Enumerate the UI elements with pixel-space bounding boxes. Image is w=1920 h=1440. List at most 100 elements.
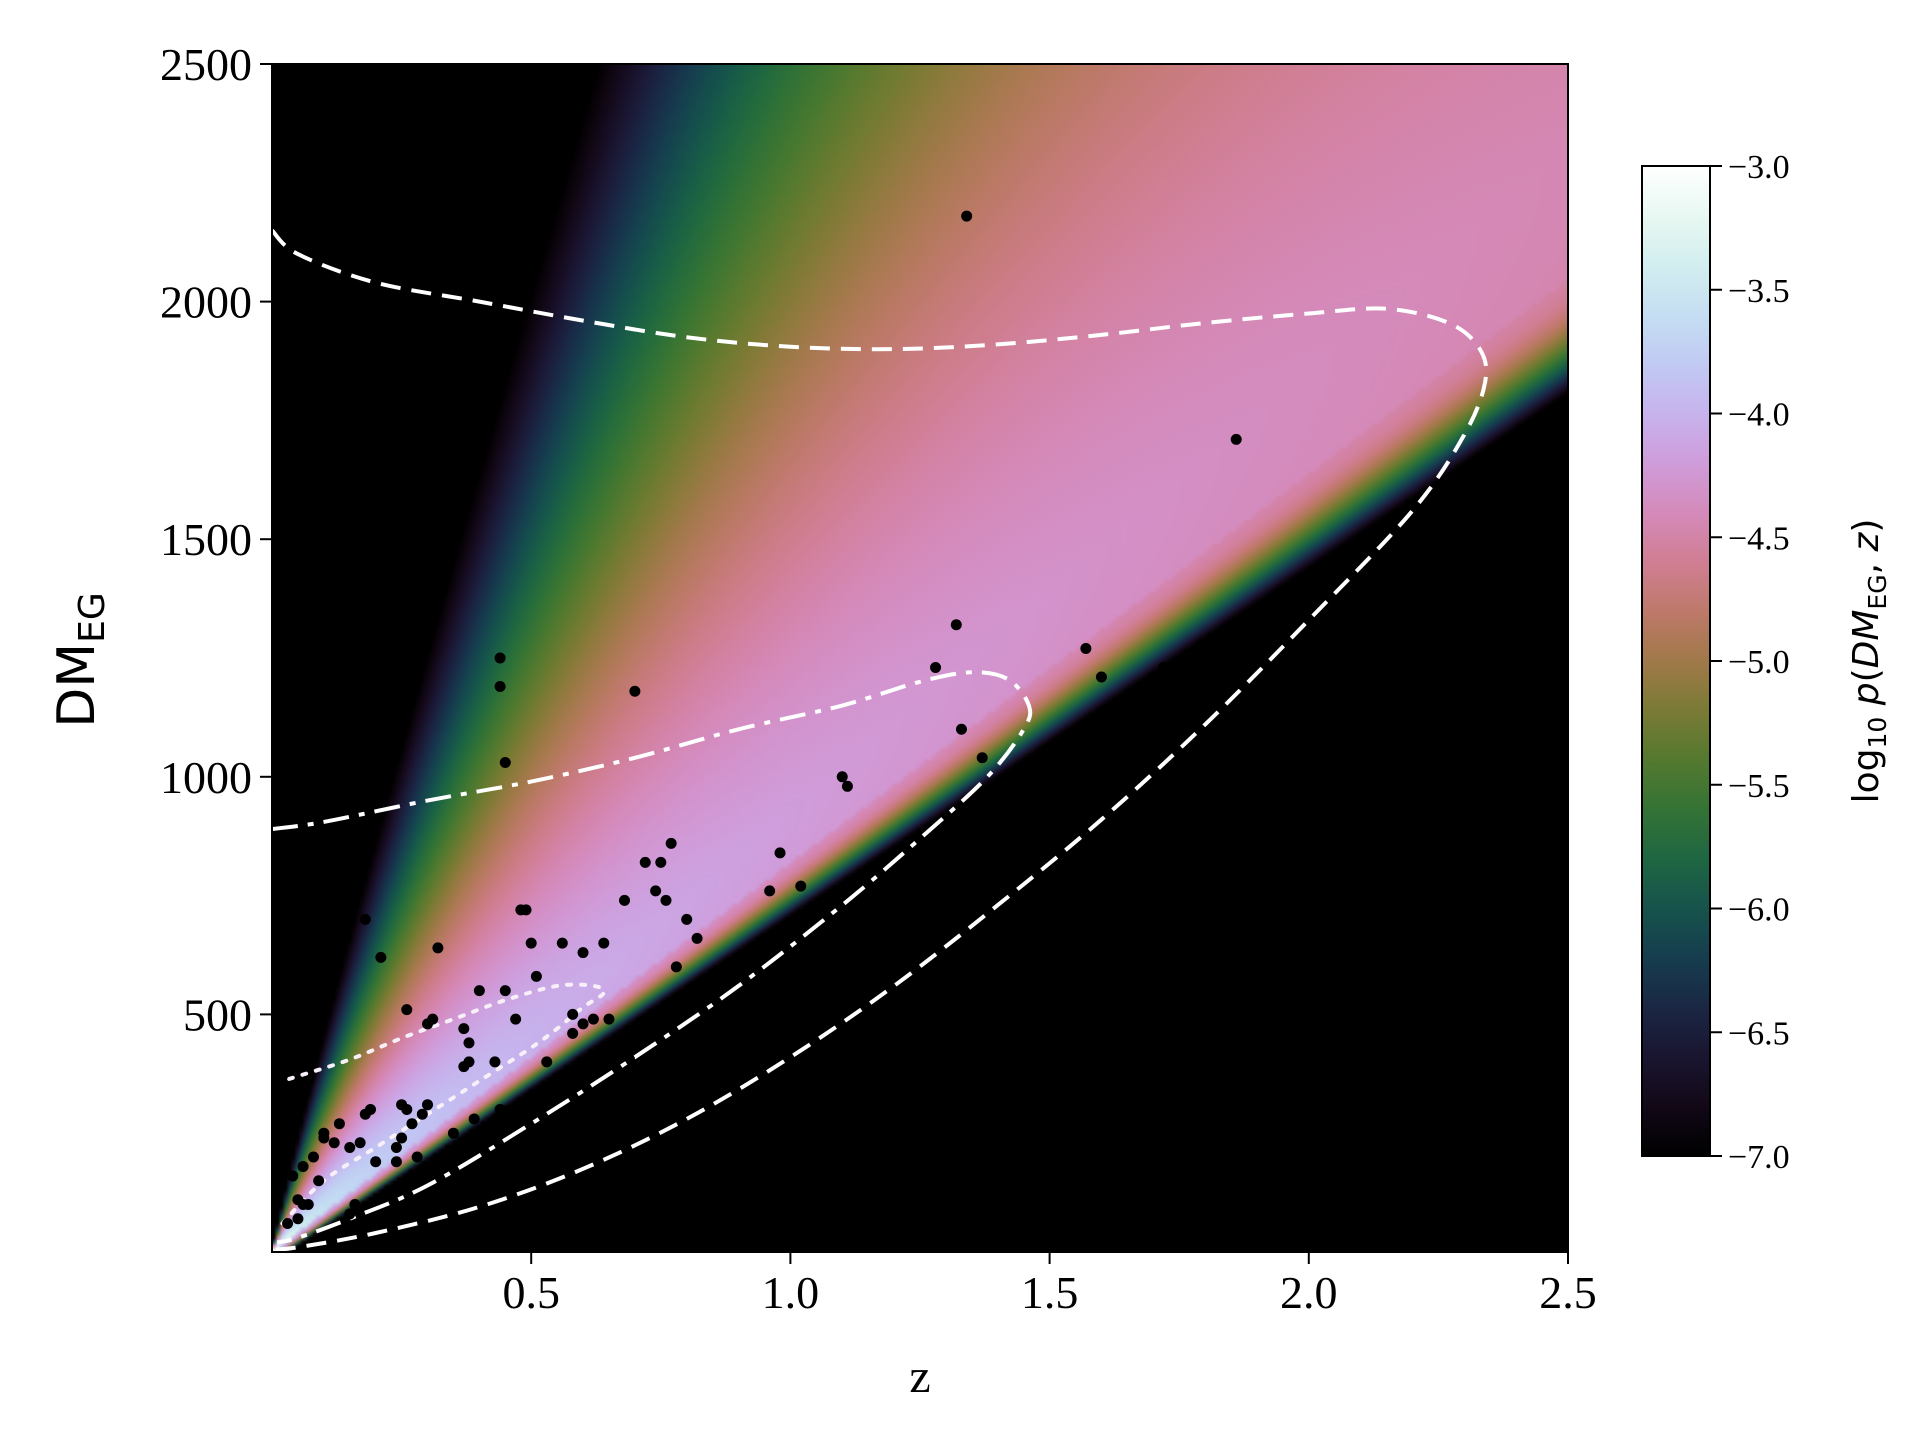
plot-frame xyxy=(271,63,1569,1253)
frb-point xyxy=(313,1175,325,1187)
frb-point xyxy=(976,752,988,764)
frb-point xyxy=(276,1084,288,1096)
frb-point xyxy=(297,1089,309,1101)
density-heatmap xyxy=(272,64,1568,1252)
frb-point xyxy=(587,1013,599,1025)
frb-point xyxy=(494,1103,506,1115)
frb-point xyxy=(556,937,568,949)
frb-point xyxy=(411,1151,423,1163)
frb-point xyxy=(961,210,973,222)
frb-point xyxy=(499,985,511,997)
frb-point xyxy=(930,662,942,674)
frb-point xyxy=(432,942,444,954)
frb-point xyxy=(318,937,330,949)
frb-point xyxy=(422,1099,434,1111)
frb-point xyxy=(619,894,631,906)
frb-point xyxy=(447,1127,459,1139)
frb-point xyxy=(1095,671,1107,683)
frb-point xyxy=(795,880,807,892)
frb-point xyxy=(292,1213,304,1225)
frb-point xyxy=(629,685,641,697)
frb-point xyxy=(344,1141,356,1153)
frb-point xyxy=(463,1037,475,1049)
contour-dotted xyxy=(280,982,607,1226)
x-axis-ticks: 0.5 1.0 1.5 2.0 2.5 xyxy=(502,1252,1597,1318)
plot-area xyxy=(272,64,1568,1252)
y-tick-label: 2500 xyxy=(160,39,252,90)
frb-point xyxy=(650,885,662,897)
frb-point xyxy=(489,1056,501,1068)
x-tick-label: 2.0 xyxy=(1280,1267,1338,1318)
x-tick-label: 1.5 xyxy=(1021,1267,1079,1318)
contour-lines xyxy=(272,228,1489,1252)
frb-point xyxy=(764,885,776,897)
colorbar-tick-label: −4.5 xyxy=(1728,520,1790,557)
frb-point xyxy=(287,1170,299,1182)
frb-point xyxy=(370,1156,382,1168)
frb-point xyxy=(463,1056,475,1068)
frb-point xyxy=(510,1013,522,1025)
frb-point xyxy=(520,904,532,916)
frb-point xyxy=(318,999,330,1011)
frb-point xyxy=(955,723,967,735)
frb-point xyxy=(416,1108,428,1120)
frb-point xyxy=(499,757,511,769)
x-axis-label: z xyxy=(909,1350,930,1403)
frb-point xyxy=(691,932,703,944)
x-tick-label: 1.0 xyxy=(762,1267,820,1318)
colorbar-tick-label: −7.0 xyxy=(1728,1139,1790,1176)
frb-point xyxy=(406,1118,418,1130)
frb-point xyxy=(774,847,786,859)
colorbar-tick-label: −5.5 xyxy=(1728,768,1790,805)
frb-point xyxy=(841,780,853,792)
frb-point xyxy=(396,1132,408,1144)
y-tick-label: 1000 xyxy=(160,752,252,803)
frb-point xyxy=(836,771,848,783)
y-tick-label: 1500 xyxy=(160,514,252,565)
colorbar-tick-label: −5.0 xyxy=(1728,644,1790,681)
frb-point xyxy=(660,894,672,906)
frb-point xyxy=(593,1056,605,1068)
frb-point xyxy=(541,1056,553,1068)
frb-point xyxy=(333,1118,345,1130)
colorbar-gradient xyxy=(1642,166,1710,1156)
frb-point xyxy=(401,1103,413,1115)
frb-point xyxy=(318,1132,330,1144)
x-tick-label: 2.5 xyxy=(1539,1267,1597,1318)
colorbar-label: log10 p(DMEG, z) xyxy=(1846,519,1892,804)
colorbar-tick-label: −6.0 xyxy=(1728,892,1790,929)
contour-dashed xyxy=(272,228,1489,1252)
frb-point xyxy=(364,1103,376,1115)
frb-point xyxy=(1158,662,1170,674)
frb-point xyxy=(302,1198,314,1210)
frb-point xyxy=(670,961,682,973)
frb-point xyxy=(1080,642,1092,654)
frb-point xyxy=(1230,433,1242,445)
frb-point xyxy=(603,1013,615,1025)
frb-point xyxy=(468,1113,480,1125)
frb-point xyxy=(359,913,371,925)
frb-point xyxy=(401,1004,413,1016)
frb-point xyxy=(556,1070,568,1082)
colorbar-tick-label: −4.0 xyxy=(1728,397,1790,434)
data-points xyxy=(276,210,1242,1229)
frb-point xyxy=(494,652,506,664)
frb-point xyxy=(567,1027,579,1039)
frb-point xyxy=(458,1023,470,1035)
frb-point xyxy=(328,1137,340,1149)
colorbar-tick-label: −6.5 xyxy=(1728,1015,1790,1052)
frb-point xyxy=(297,1160,309,1172)
frb-point xyxy=(282,1122,294,1134)
frb-point xyxy=(551,1080,563,1092)
colorbar-tick-label: −3.0 xyxy=(1728,149,1790,186)
frb-point xyxy=(307,1151,319,1163)
frb-point xyxy=(473,985,485,997)
frb-point xyxy=(427,1013,439,1025)
y-axis-ticks: 500 1000 1500 2000 2500 xyxy=(160,39,272,1040)
frb-point xyxy=(639,856,651,868)
y-tick-label: 500 xyxy=(183,989,252,1040)
frb-point xyxy=(681,913,693,925)
frb-point xyxy=(494,681,506,693)
frb-point xyxy=(302,1075,314,1087)
